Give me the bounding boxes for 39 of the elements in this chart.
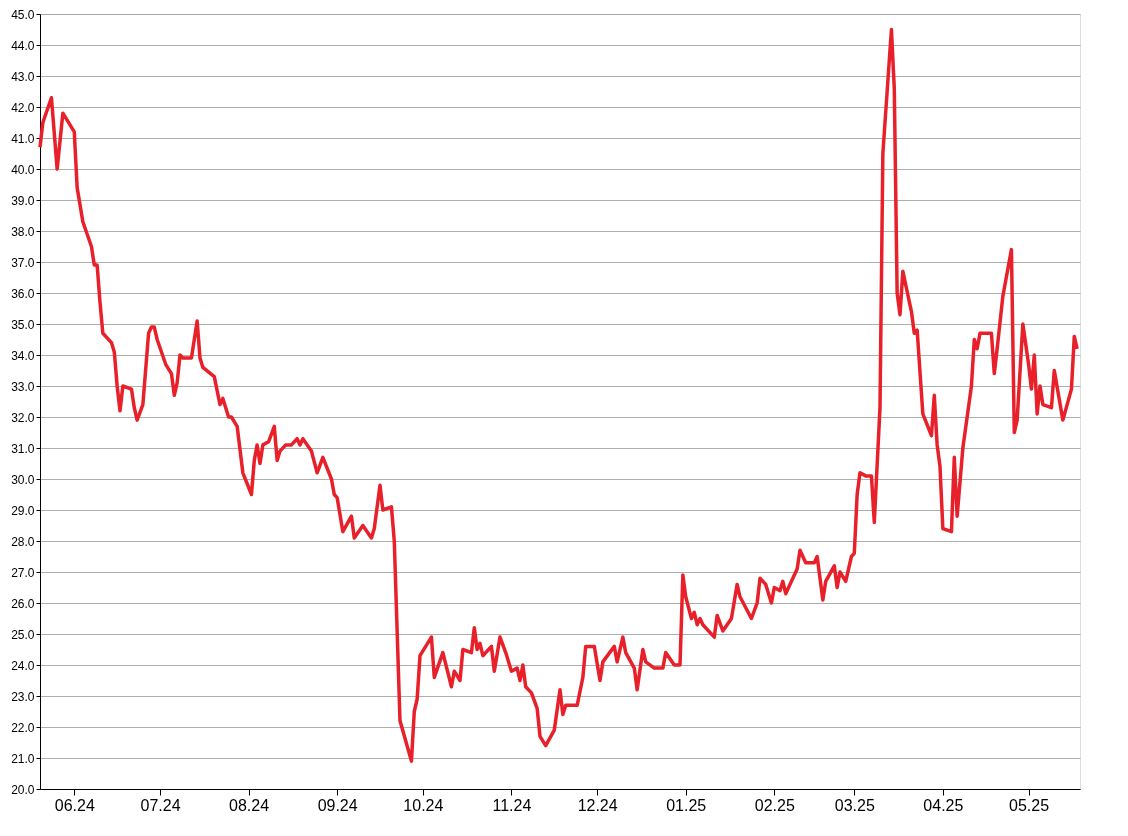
y-tick-label: 44.0 — [11, 38, 35, 53]
y-tick-label: 45.0 — [11, 7, 35, 22]
y-tick-label: 20.0 — [11, 782, 35, 797]
y-tick-label: 30.0 — [11, 472, 35, 487]
y-tick-label: 24.0 — [11, 658, 35, 673]
y-tick-label: 43.0 — [11, 69, 35, 84]
x-tick-label: 12.24 — [577, 796, 618, 814]
x-tick-label: 11.24 — [492, 796, 532, 814]
y-tick-label: 36.0 — [11, 286, 35, 301]
y-tick-label: 42.0 — [11, 100, 35, 115]
y-tick-label: 29.0 — [11, 503, 35, 518]
y-tick-label: 37.0 — [11, 255, 35, 270]
y-tick-label: 22.0 — [11, 720, 35, 735]
y-tick-label: 23.0 — [11, 689, 35, 704]
y-tick-label: 34.0 — [11, 348, 35, 363]
y-tick-label: 33.0 — [11, 379, 35, 394]
x-tick-label: 06.24 — [54, 796, 95, 814]
y-tick-label: 35.0 — [11, 317, 35, 332]
y-tick-label: 41.0 — [11, 131, 35, 146]
x-tick-label: 04.25 — [923, 796, 964, 814]
x-tick-label: 10.24 — [403, 796, 444, 814]
x-tick-label: 03.25 — [834, 796, 875, 814]
y-tick-label: 28.0 — [11, 534, 35, 549]
x-tick-label: 08.24 — [229, 796, 270, 814]
x-tick-label: 02.25 — [754, 796, 795, 814]
x-tick-label: 05.25 — [1009, 796, 1050, 814]
y-tick-label: 26.0 — [11, 596, 35, 611]
y-tick-label: 39.0 — [11, 193, 35, 208]
line-series — [38, 27, 1079, 763]
y-tick-label: 31.0 — [11, 441, 35, 456]
x-tick-label: 01.25 — [666, 796, 707, 814]
y-tick-label: 27.0 — [11, 565, 35, 580]
x-tick-label: 09.24 — [317, 796, 358, 814]
y-tick-label: 40.0 — [11, 162, 35, 177]
y-tick-label: 25.0 — [11, 627, 35, 642]
y-tick-label: 21.0 — [11, 751, 35, 766]
y-tick-label: 38.0 — [11, 224, 35, 239]
x-tick-label: 07.24 — [140, 796, 181, 814]
y-tick-label: 32.0 — [11, 410, 35, 425]
